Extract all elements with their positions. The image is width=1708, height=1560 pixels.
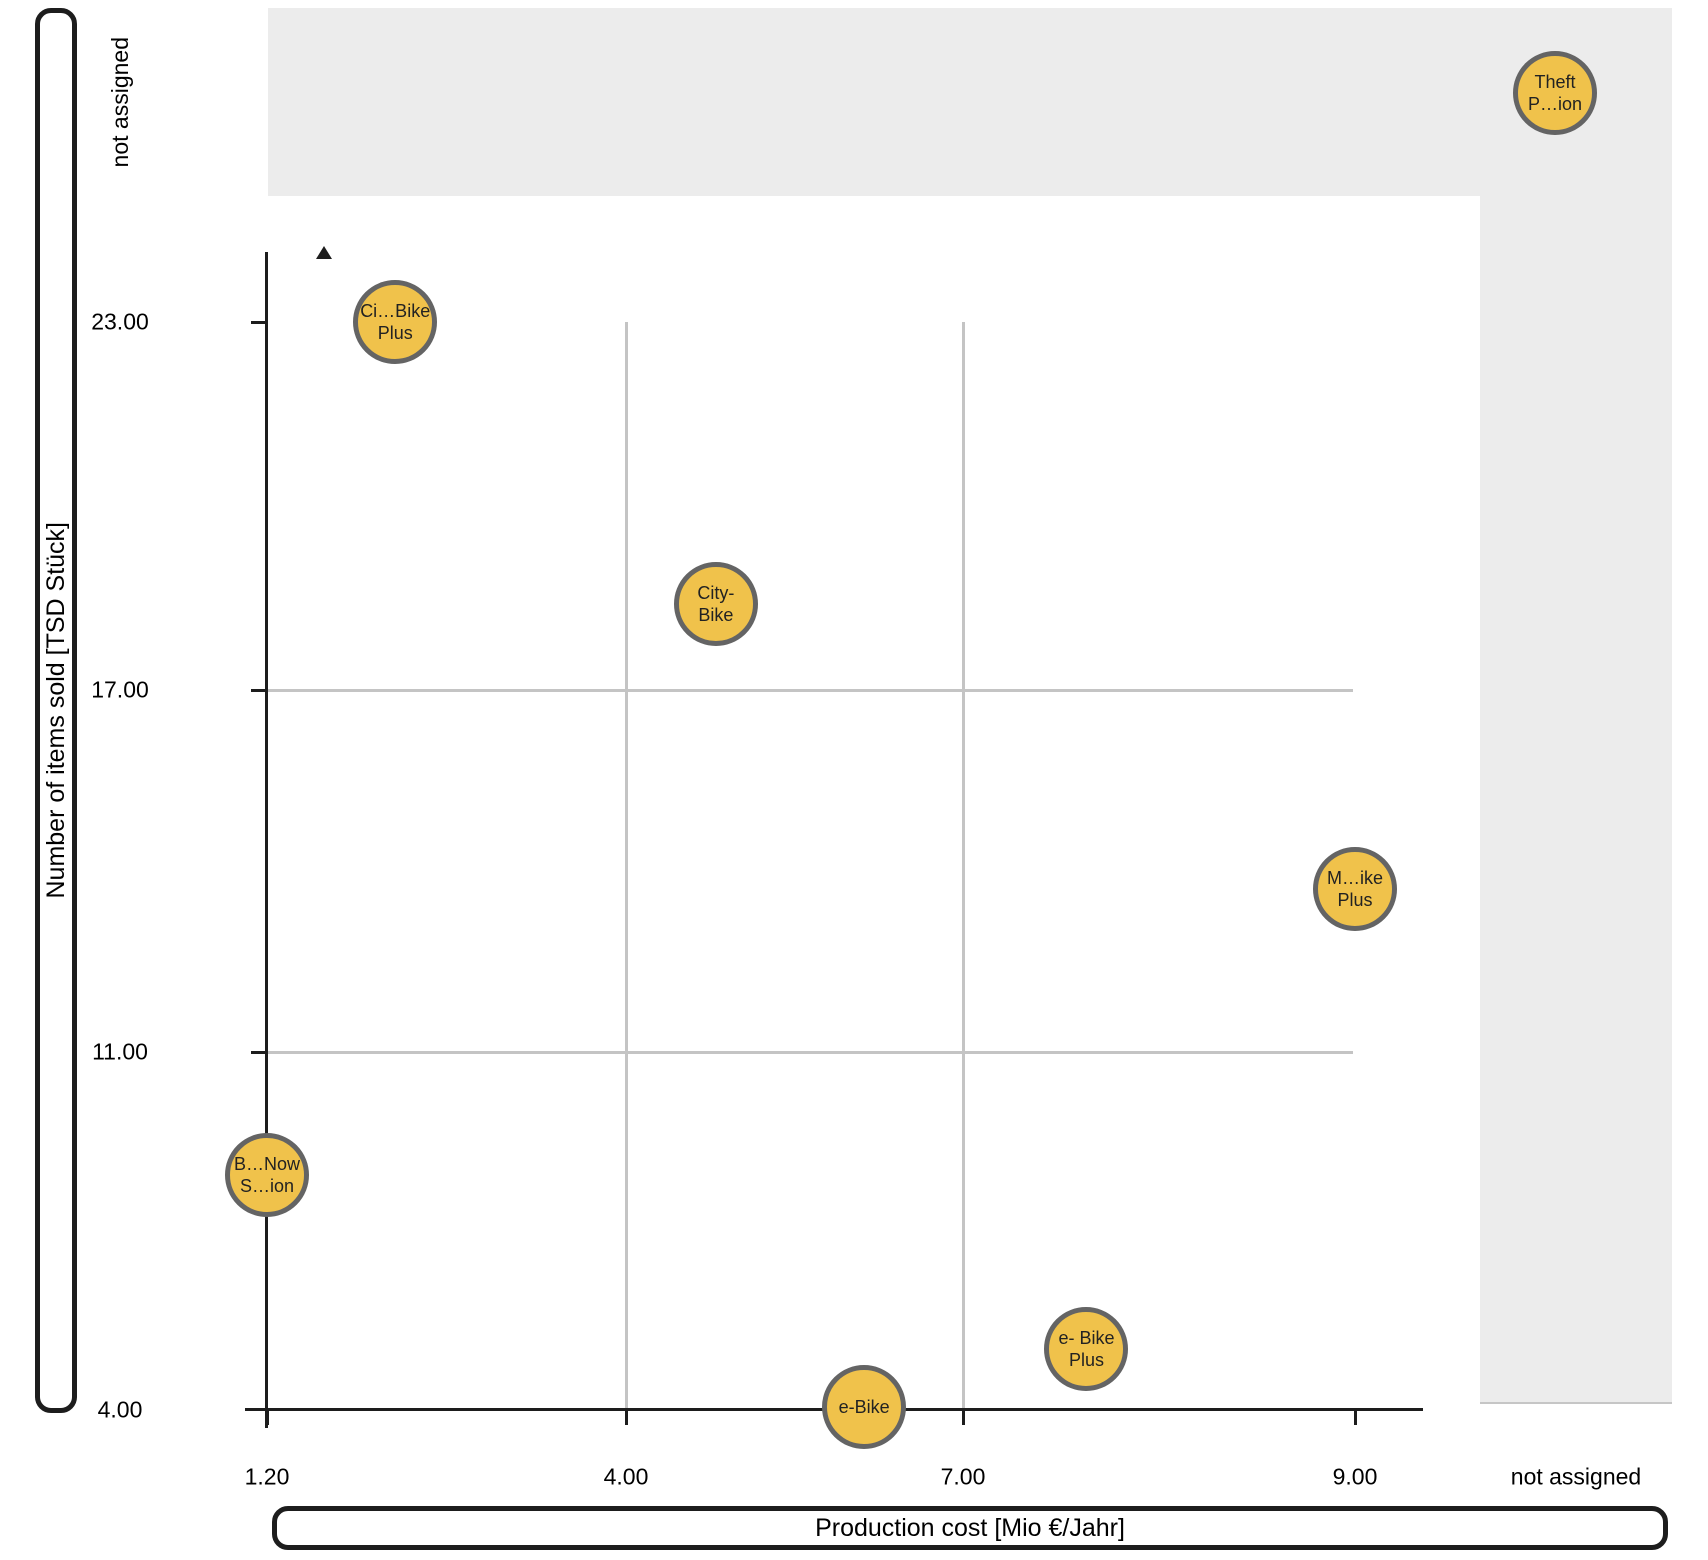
x-tick-7-00: [962, 1411, 965, 1425]
bubble-label-line: e-Bike: [838, 1397, 890, 1418]
y-tick-23-00: [251, 321, 266, 324]
y-axis-title-box: Number of items sold [TSD Stück]: [35, 8, 77, 1413]
x-axis-title: Production cost [Mio €/Jahr]: [815, 1513, 1125, 1542]
bubble-b-now-s-ion[interactable]: B…Now S…ion: [225, 1132, 309, 1217]
x-tick-label-7-00: 7.00: [940, 1463, 986, 1490]
y-tick-label-17-00: 17.00: [91, 676, 149, 703]
y-axis-title: Number of items sold [TSD Stück]: [41, 522, 70, 899]
gridline-vertical-x-7: [961, 322, 965, 1410]
bubble-label-line: Plus: [377, 323, 413, 343]
y-axis-not-assigned-label: not assigned: [106, 36, 133, 168]
y-tick-label-11-00: 11.00: [92, 1038, 148, 1065]
bubble-label-line: S…ion: [239, 1175, 295, 1196]
bubble-label-line: Ci…Bike: [360, 301, 431, 321]
bubble-theft-p-ion[interactable]: Theft P…ion: [1513, 51, 1597, 135]
x-axis-title-box: Production cost [Mio €/Jahr]: [272, 1506, 1668, 1550]
bubble-label-line: P…ion: [1527, 94, 1583, 114]
x-tick-9-00: [1354, 1411, 1357, 1425]
gridline-horizontal-y-17: [267, 688, 1353, 692]
bubble-ci-bike-plus[interactable]: Ci…Bike Plus: [353, 280, 438, 364]
gridline-horizontal-y-11: [267, 1050, 1353, 1054]
x-tick-label-4-00: 4.00: [603, 1463, 649, 1490]
bubble-label-line: Bike: [698, 605, 734, 626]
axis-arrow-up-icon: [316, 246, 332, 259]
y-tick-11-00: [251, 1051, 266, 1054]
x-tick-label-1-20: 1.20: [244, 1463, 290, 1490]
x-tick-4-00: [625, 1411, 628, 1425]
y-axis-not-assigned-label-wrap: not assigned: [90, 8, 150, 196]
bubble-e-bike-plus[interactable]: e- Bike Plus: [1044, 1306, 1129, 1391]
bubble-m-ike-plus[interactable]: M…ike Plus: [1313, 847, 1397, 932]
bubble-label-line: M…ike: [1326, 868, 1383, 889]
bubble-city-bike[interactable]: City- Bike: [673, 562, 758, 647]
not-assigned-band-top: [268, 8, 1672, 196]
y-axis-line: [265, 252, 268, 1428]
bubble-label-line: B…Now: [233, 1153, 300, 1174]
x-axis-not-assigned-label: not assigned: [1510, 1463, 1642, 1490]
bubble-label-line: Plus: [1337, 890, 1373, 911]
y-tick-label-4-00: 4.00: [97, 1396, 143, 1423]
bubble-label-line: Theft: [1534, 72, 1576, 92]
bubble-label-line: Plus: [1068, 1349, 1104, 1370]
not-assigned-band-right: [1480, 196, 1672, 1404]
bubble-e-bike[interactable]: e-Bike: [822, 1365, 907, 1450]
bubble-label-line: City-: [697, 583, 735, 604]
x-tick-label-9-00: 9.00: [1332, 1463, 1378, 1490]
x-tick-1-20: [266, 1411, 269, 1425]
y-tick-17-00: [251, 689, 266, 692]
y-tick-label-23-00: 23.00: [91, 308, 149, 335]
bubble-label-line: e- Bike: [1058, 1327, 1115, 1348]
gridline-vertical-x-4: [624, 322, 628, 1410]
